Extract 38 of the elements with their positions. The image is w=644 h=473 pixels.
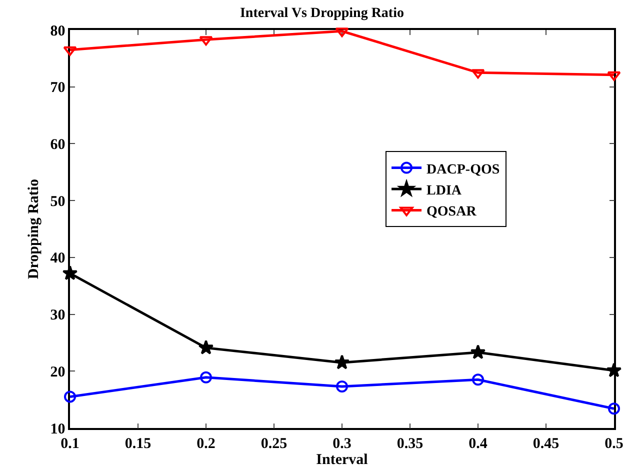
x-tick-label: 0.35	[396, 436, 424, 452]
y-tick-label: 80	[50, 23, 66, 40]
y-tick-label: 20	[50, 364, 66, 380]
chart-title: Interval Vs Dropping Ratio	[240, 6, 404, 21]
y-tick-label: 70	[50, 80, 66, 96]
point	[200, 371, 212, 384]
point	[63, 46, 77, 56]
x-axis-title: Interval	[316, 452, 368, 468]
point	[471, 69, 485, 79]
legend-label: DACP-QOS	[426, 162, 500, 178]
point	[336, 380, 348, 392]
y-tick-label: 30	[50, 308, 66, 324]
x-tick-label: 0.3	[332, 436, 352, 452]
point	[198, 340, 214, 354]
x-tick-label: 0.2	[196, 436, 216, 452]
x-tick-label: 0.45	[532, 436, 560, 452]
x-tick-label: 0.5	[604, 436, 624, 452]
point	[199, 36, 213, 46]
point	[607, 71, 621, 81]
x-tick-label: 0.1	[60, 436, 80, 452]
legend-label: LDIA	[426, 183, 462, 198]
point	[334, 354, 350, 370]
x-tick-label: 0.15	[124, 436, 152, 452]
y-tick-label: 10	[50, 421, 66, 438]
point	[470, 344, 486, 360]
point	[64, 390, 76, 403]
y-tick-label: 50	[50, 194, 66, 210]
y-tick-label: 60	[50, 136, 66, 153]
point	[472, 374, 484, 386]
y-tick-label: 40	[50, 250, 66, 267]
x-tick-label: 0.25	[260, 436, 288, 452]
legend-label: QOSAR	[426, 204, 478, 220]
y-axis-title: Dropping Ratio	[26, 178, 42, 280]
point	[608, 402, 620, 415]
point	[62, 265, 78, 280]
x-tick-label: 0.4	[468, 436, 488, 452]
point	[335, 28, 349, 38]
point	[606, 362, 622, 378]
